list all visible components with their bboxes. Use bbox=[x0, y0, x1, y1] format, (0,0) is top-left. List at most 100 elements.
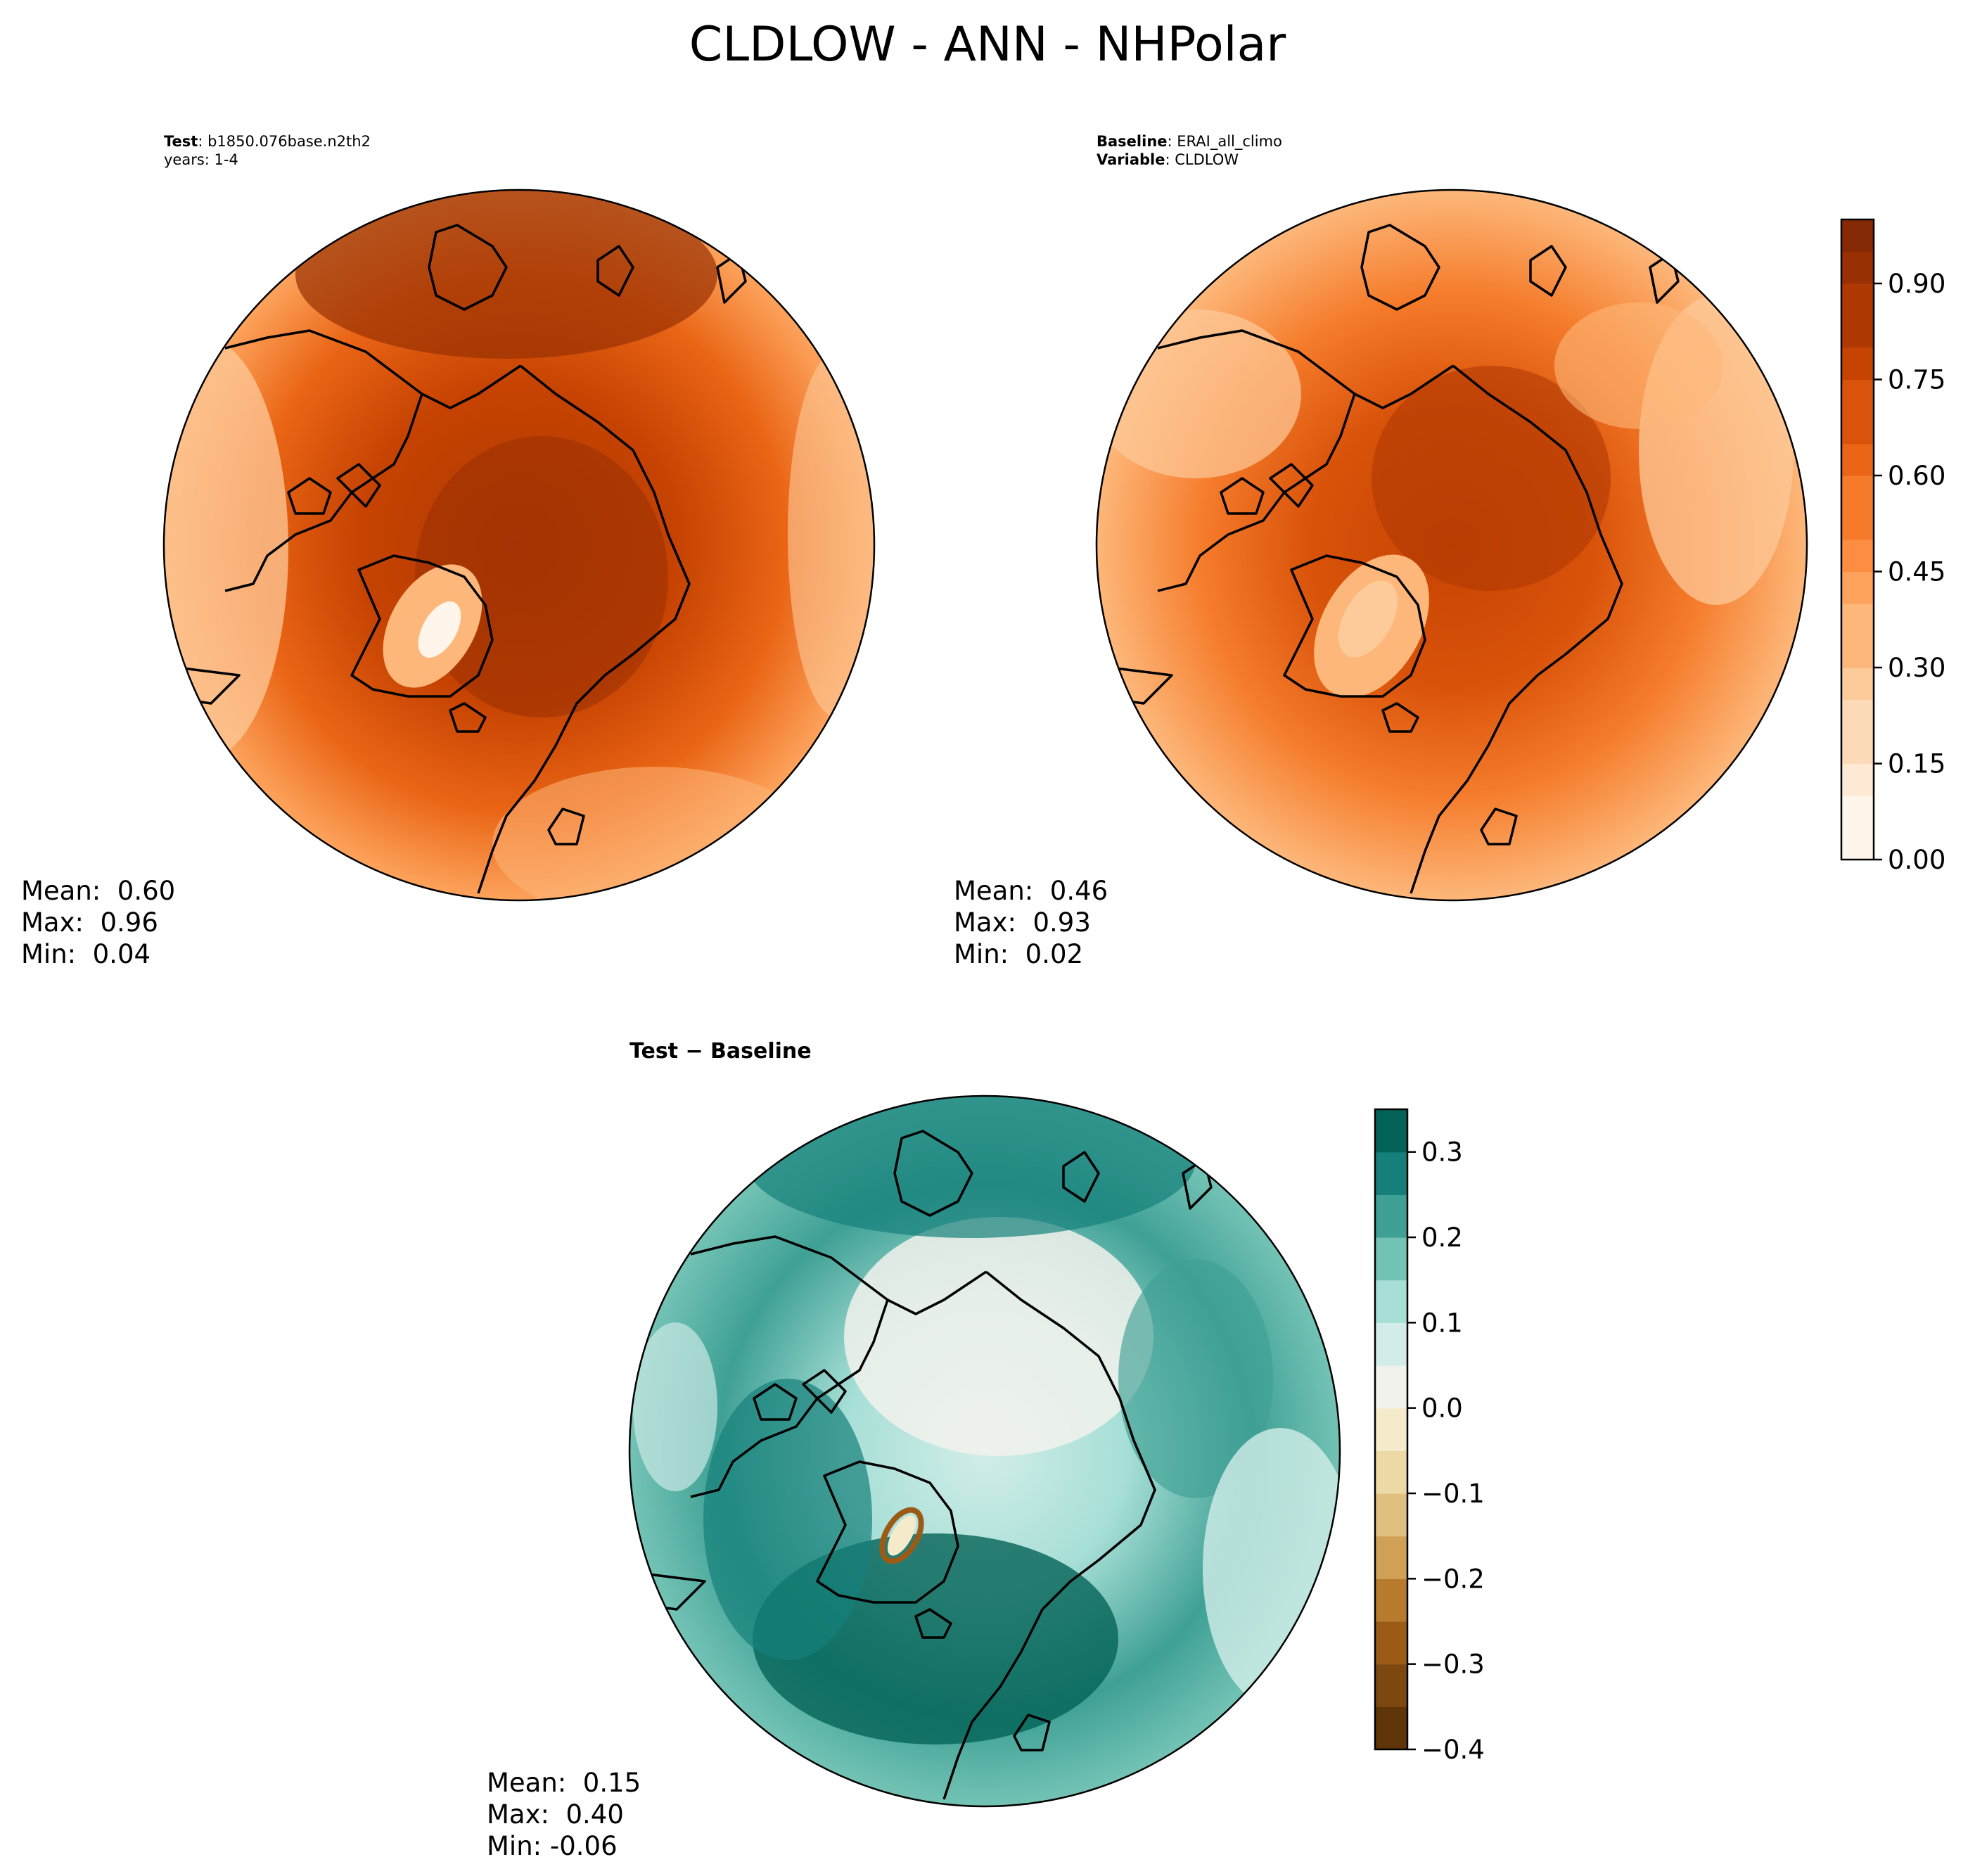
test-header-value: b1850.076base.n2th2 bbox=[207, 133, 371, 150]
difference-colorbar-segment bbox=[1375, 1322, 1407, 1366]
difference-colorbar-tick-label: 0.3 bbox=[1421, 1137, 1463, 1168]
difference-colorbar-segment bbox=[1375, 1664, 1407, 1707]
main-colorbar-segment bbox=[1841, 699, 1874, 732]
difference-colorbar-tick-label: −0.3 bbox=[1421, 1650, 1485, 1680]
test-high-cloud-region bbox=[415, 436, 668, 717]
main-colorbar-segment bbox=[1841, 219, 1874, 253]
main-colorbar-tick-label: 0.30 bbox=[1888, 653, 1945, 683]
test-panel-header: Test: b1850.076base.n2th2 years: 1-4 bbox=[164, 133, 371, 168]
difference-stats: Mean: 0.15 Max: 0.40 Min: -0.06 bbox=[487, 1767, 641, 1862]
test-stats: Mean: 0.60 Max: 0.96 Min: 0.04 bbox=[21, 875, 175, 970]
test-high-cloud-region bbox=[295, 190, 717, 359]
difference-negative-ring bbox=[879, 1507, 924, 1564]
main-colorbar-frame bbox=[1840, 218, 1875, 861]
main-colorbar-segment bbox=[1841, 732, 1874, 765]
difference-colorbar-segment bbox=[1375, 1706, 1407, 1750]
main-colorbar-segment bbox=[1841, 379, 1874, 412]
colorbar-main: 0.00 0.15 0.30 0.45 0.60 0.75 0.90 bbox=[1840, 218, 1945, 875]
main-colorbar-tick-label: 0.60 bbox=[1888, 461, 1945, 491]
main-colorbar-tick-label: 0.75 bbox=[1888, 365, 1945, 395]
difference-colorbar-segment bbox=[1375, 1365, 1407, 1409]
main-colorbar-tick-label: 0.45 bbox=[1888, 557, 1945, 587]
test-low-cloud-region bbox=[788, 352, 874, 717]
difference-colorbar-segment bbox=[1375, 1151, 1407, 1195]
difference-stat-max: Max: 0.40 bbox=[487, 1799, 624, 1830]
baseline-greenland-min bbox=[1338, 580, 1398, 658]
difference-colorbar-tick-label: −0.4 bbox=[1421, 1735, 1485, 1765]
baseline-low-cloud-region bbox=[1554, 302, 1723, 429]
difference-colorbar-segment bbox=[1375, 1408, 1407, 1451]
difference-map bbox=[628, 1095, 1341, 1808]
difference-low-region bbox=[1203, 1428, 1340, 1709]
baseline-high-cloud-region bbox=[1372, 366, 1611, 591]
baseline-map-boundary bbox=[1095, 189, 1808, 902]
main-colorbar-segment bbox=[1841, 347, 1874, 381]
baseline-low-cloud-region bbox=[1097, 310, 1301, 478]
colorbar-difference: −0.4 −0.3 −0.2 −0.1 0.0 0.1 0.2 0.3 bbox=[1374, 1108, 1485, 1765]
test-stat-max: Max: 0.96 bbox=[21, 907, 158, 938]
difference-stat-mean: Mean: 0.15 bbox=[487, 1768, 641, 1798]
difference-colorbar-segment bbox=[1375, 1237, 1407, 1281]
difference-map-boundary bbox=[628, 1095, 1341, 1808]
difference-colorbar-segment bbox=[1375, 1621, 1407, 1665]
baseline-stat-mean: Mean: 0.46 bbox=[954, 876, 1108, 906]
main-colorbar-segment bbox=[1841, 668, 1874, 701]
difference-coastlines bbox=[629, 1130, 1213, 1800]
test-low-cloud-region bbox=[164, 338, 288, 760]
main-colorbar-segment bbox=[1841, 763, 1874, 796]
difference-colorbar-segment bbox=[1375, 1109, 1407, 1153]
test-stat-mean: Mean: 0.60 bbox=[21, 876, 176, 906]
difference-positive-region bbox=[746, 1096, 1196, 1238]
main-colorbar-segment bbox=[1841, 251, 1874, 284]
variable-header-key: Variable bbox=[1097, 151, 1165, 168]
baseline-map bbox=[1095, 189, 1808, 902]
main-colorbar-segment bbox=[1841, 476, 1874, 509]
difference-colorbar-tick-label: −0.2 bbox=[1421, 1564, 1485, 1594]
baseline-header-key: Baseline bbox=[1097, 133, 1168, 150]
difference-colorbar-tick-label: −0.1 bbox=[1421, 1479, 1485, 1509]
variable-header-value: CLDLOW bbox=[1175, 151, 1239, 168]
difference-positive-region bbox=[1118, 1259, 1273, 1498]
baseline-stats: Mean: 0.46 Max: 0.93 Min: 0.02 bbox=[954, 875, 1108, 970]
difference-colorbar-segment bbox=[1375, 1450, 1407, 1494]
main-colorbar-segment bbox=[1841, 540, 1874, 573]
test-header-key: Test bbox=[164, 133, 198, 150]
main-colorbar-segment bbox=[1841, 411, 1874, 445]
difference-stat-min: Min: -0.06 bbox=[487, 1831, 618, 1861]
difference-colorbar-tick-label: 0.2 bbox=[1421, 1223, 1463, 1253]
difference-colorbar-segment bbox=[1375, 1280, 1407, 1323]
main-colorbar-segment bbox=[1841, 635, 1874, 668]
main-colorbar-segment bbox=[1841, 571, 1874, 604]
difference-panel-header: Test − Baseline bbox=[629, 1039, 812, 1064]
test-low-cloud-region bbox=[492, 767, 816, 900]
main-colorbar-segment bbox=[1841, 827, 1874, 860]
baseline-stat-min: Min: 0.02 bbox=[954, 939, 1084, 969]
difference-low-region bbox=[633, 1322, 717, 1491]
main-colorbar-segment bbox=[1841, 604, 1874, 637]
difference-colorbar-segment bbox=[1375, 1194, 1407, 1238]
test-greenland-min bbox=[418, 601, 461, 658]
main-colorbar-segment bbox=[1841, 796, 1874, 829]
difference-colorbar-segment bbox=[1375, 1536, 1407, 1579]
figure-title: CLDLOW - ANN - NHPolar bbox=[689, 17, 1286, 72]
test-stat-min: Min: 0.04 bbox=[21, 939, 151, 969]
baseline-panel-header: Baseline: ERAI_all_climo Variable: CLDLO… bbox=[1097, 133, 1282, 168]
main-colorbar-tick-label: 0.90 bbox=[1888, 269, 1945, 299]
test-map bbox=[162, 189, 876, 902]
main-colorbar-segment bbox=[1841, 315, 1874, 348]
main-colorbar-segment bbox=[1841, 443, 1874, 476]
test-header-years: years: 1-4 bbox=[164, 151, 238, 168]
difference-colorbar-segment bbox=[1375, 1493, 1407, 1537]
difference-negative-core bbox=[887, 1515, 916, 1556]
test-map-boundary bbox=[162, 189, 876, 902]
main-colorbar-tick-label: 0.00 bbox=[1888, 845, 1945, 875]
main-colorbar-segment bbox=[1841, 283, 1874, 317]
difference-colorbar-tick-label: 0.0 bbox=[1421, 1393, 1463, 1424]
difference-colorbar-frame bbox=[1374, 1108, 1409, 1751]
difference-colorbar-tick-label: 0.1 bbox=[1421, 1308, 1463, 1338]
difference-colorbar-segment bbox=[1375, 1578, 1407, 1622]
difference-positive-region bbox=[703, 1379, 872, 1660]
baseline-header-value: ERAI_all_climo bbox=[1177, 133, 1282, 150]
main-colorbar-segment bbox=[1841, 507, 1874, 540]
